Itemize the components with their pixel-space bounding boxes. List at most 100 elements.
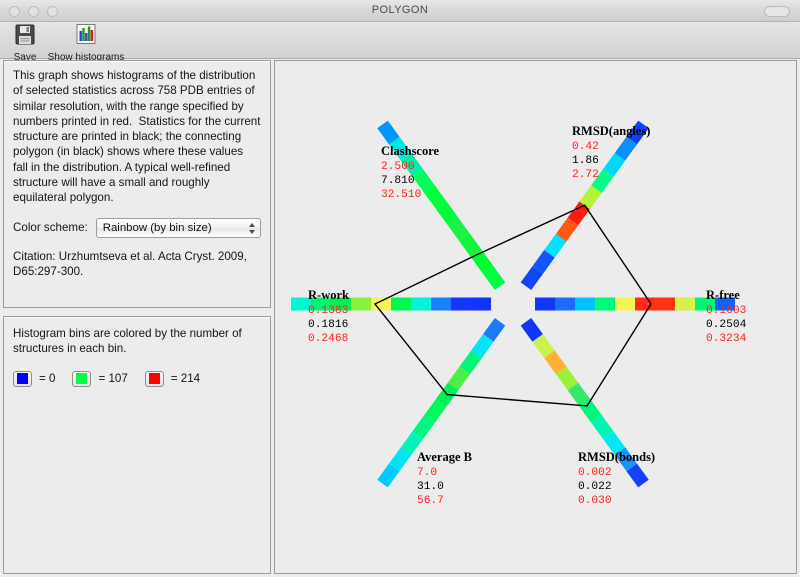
- save-button-label: Save: [13, 52, 37, 63]
- axis-min-value: 0.1603: [706, 305, 746, 317]
- citation-text: Citation: Urzhumtseva et al. Acta Cryst.…: [13, 249, 251, 278]
- histogram-bin: [412, 169, 435, 193]
- histogram-bin: [351, 297, 371, 311]
- axis-title-average-b: Average B: [417, 450, 472, 464]
- axis-current-value: 0.1816: [308, 319, 348, 331]
- axis-max-value: 2.72: [572, 169, 599, 181]
- legend-entry-label: = 0: [39, 372, 56, 386]
- toolbar-toggle-button[interactable]: [764, 6, 790, 17]
- minimize-button[interactable]: [28, 6, 39, 17]
- histogram-bin: [555, 217, 579, 242]
- legend-description: Histogram bins are colored by the number…: [13, 327, 246, 356]
- histogram-bin: [377, 463, 400, 488]
- axis-min-value: 0.42: [572, 141, 599, 153]
- histogram-bin: [532, 334, 555, 358]
- histogram-bin: [400, 431, 424, 456]
- swatch-color-fill: [76, 373, 88, 385]
- histogram-bin: [424, 185, 447, 210]
- histogram-bin: [520, 317, 543, 342]
- bar-chart-icon: [36, 23, 136, 52]
- color-scheme-row: Color scheme: Rainbow (by bin size): [13, 217, 261, 238]
- histogram-bin: [471, 297, 491, 311]
- histogram-bin: [412, 415, 435, 439]
- histogram-bin: [575, 297, 595, 311]
- axis-max-value: 0.3234: [706, 333, 747, 345]
- histogram-bin: [715, 297, 735, 311]
- axis-min-value: 7.0: [417, 467, 437, 479]
- histogram-bin: [555, 297, 575, 311]
- histogram-bin: [389, 136, 412, 161]
- histogram-bin: [595, 297, 615, 311]
- axis-labels: Clashscore 2.500 7.810 32.510 RMSD(angles) 0.…: [308, 124, 747, 507]
- axis-max-value: 0.030: [578, 495, 612, 507]
- axis-current-value: 0.022: [578, 481, 612, 493]
- histogram-bin: [614, 447, 637, 472]
- histogram-bin: [459, 350, 482, 375]
- histogram-bin: [331, 297, 351, 311]
- histogram-bin: [655, 297, 675, 311]
- zoom-button[interactable]: [47, 6, 58, 17]
- histogram-bin: [615, 297, 635, 311]
- axis-current-value: 0.2504: [706, 319, 747, 331]
- color-scheme-value: Rainbow (by bin size): [102, 221, 212, 234]
- traffic-light-group: [9, 6, 58, 17]
- histogram-bin: [447, 366, 471, 391]
- histogram-bin: [371, 297, 391, 311]
- stepper-arrows-icon: [247, 221, 256, 236]
- legend-entry-max: = 214: [144, 370, 200, 387]
- legend-entry-min: = 0: [13, 370, 56, 387]
- close-button[interactable]: [9, 6, 20, 17]
- histogram-bin: [411, 297, 431, 311]
- histogram-bin: [400, 152, 424, 177]
- histogram-bin: [377, 120, 400, 145]
- legend-color-swatch: [72, 370, 92, 387]
- axis-title-rmsd-angles: RMSD(angles): [572, 124, 650, 138]
- axis-current-value: 7.810: [381, 175, 415, 187]
- histogram-bin: [544, 233, 567, 258]
- color-scheme-label: Color scheme:: [13, 221, 88, 235]
- legend-entry-label: = 107: [98, 372, 128, 386]
- histogram-bin: [483, 317, 506, 342]
- color-scheme-select[interactable]: Rainbow (by bin size): [95, 217, 261, 238]
- swatch-color-fill: [148, 373, 160, 385]
- axis-min-value: 0.002: [578, 467, 612, 479]
- axis-title-clashscore: Clashscore: [381, 144, 440, 158]
- legend-swatch-list: = 0 = 107 = 214: [13, 370, 261, 387]
- title-bar: POLYGON: [0, 0, 800, 22]
- histogram-bin: [291, 297, 311, 311]
- legend-color-swatch: [144, 370, 164, 387]
- histogram-bin: [602, 431, 626, 456]
- histogram-bin: [626, 463, 649, 488]
- histogram-bin: [579, 398, 602, 423]
- axis-title-r-free: R-free: [706, 288, 740, 302]
- histogram-bin: [567, 382, 590, 407]
- swatch-color-fill: [17, 373, 28, 385]
- histogram-bin: [567, 201, 590, 226]
- histogram-bin: [431, 297, 451, 311]
- histogram-bin: [424, 398, 447, 423]
- histogram-bin: [591, 169, 614, 193]
- polygon-graph-area: Clashscore 2.500 7.810 32.510 RMSD(angles) 0.…: [274, 60, 797, 574]
- legend-entry-mid: = 107: [72, 370, 128, 387]
- histogram-bin: [436, 201, 459, 226]
- histogram-bin: [675, 297, 695, 311]
- histogram-bin: [555, 366, 579, 391]
- histogram-bin: [635, 297, 655, 311]
- toolbar: Save Show histograms: [0, 22, 800, 63]
- show-histograms-button[interactable]: Show histograms: [36, 22, 136, 63]
- histogram-bin: [447, 217, 471, 242]
- axis-max-value: 32.510: [381, 189, 422, 201]
- save-button[interactable]: Save: [2, 22, 48, 63]
- axis-min-value: 0.1383: [308, 305, 348, 317]
- histogram-bin: [532, 250, 555, 274]
- window-title: POLYGON: [371, 4, 429, 16]
- histogram-bin: [602, 152, 626, 177]
- statistics-polygon: [373, 204, 652, 407]
- info-panel: This graph shows histograms of the distr…: [3, 60, 271, 308]
- axis-title-r-work: R-work: [308, 288, 349, 302]
- histogram-bin: [544, 350, 567, 375]
- axis-max-value: 0.2468: [308, 333, 348, 345]
- histogram-bin: [591, 415, 614, 439]
- histogram-bin: [389, 447, 412, 472]
